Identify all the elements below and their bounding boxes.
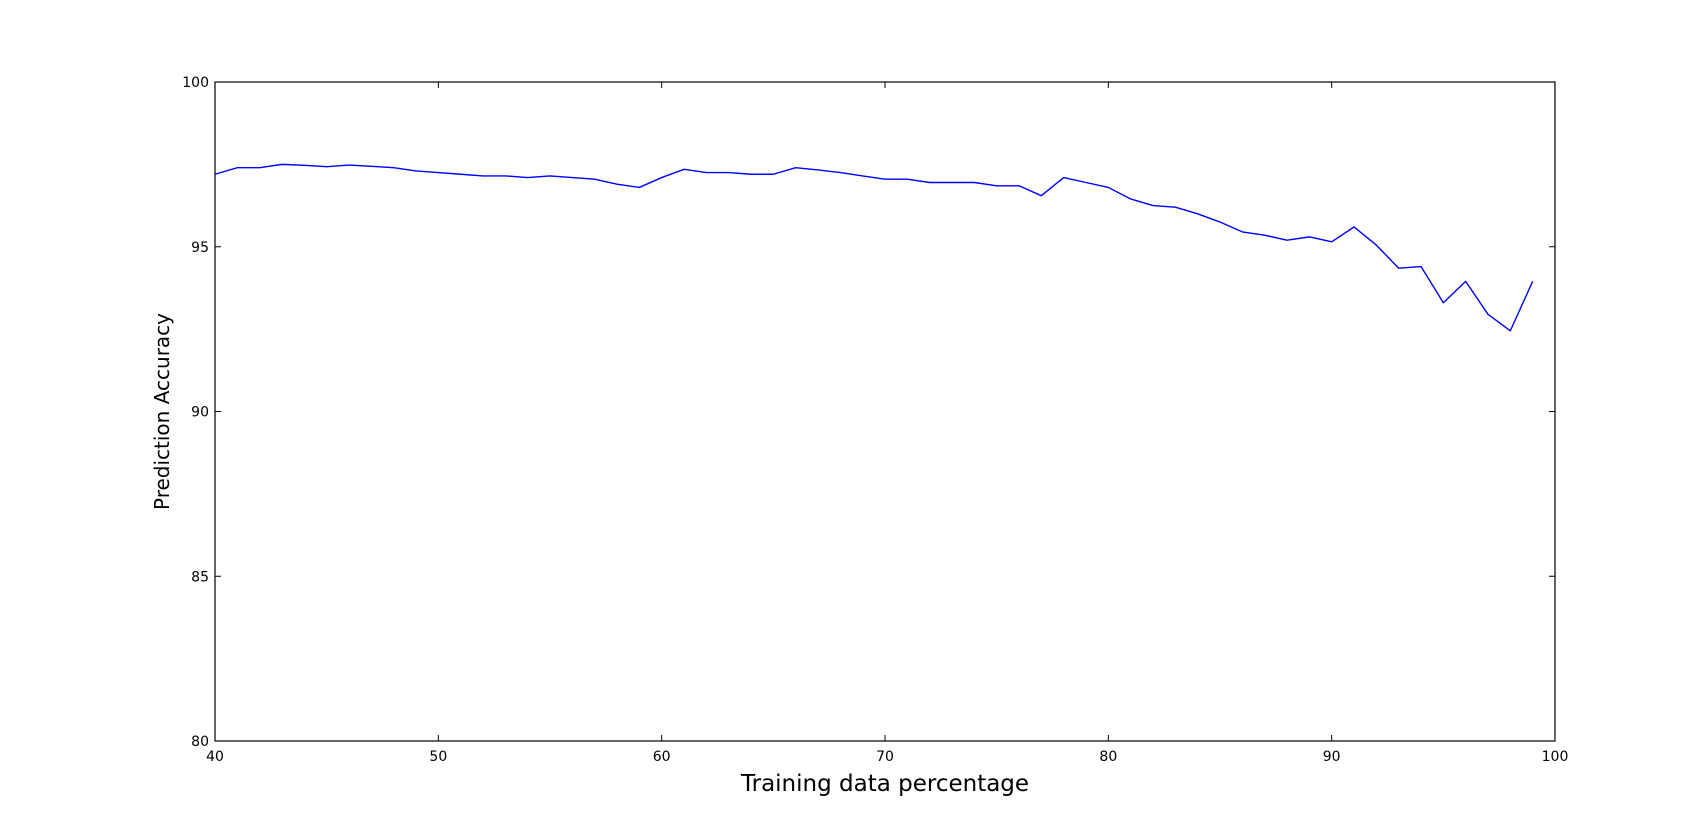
x-tick-label: 100 (1542, 749, 1569, 765)
x-tick-label: 40 (206, 749, 224, 765)
x-tick-label: 70 (876, 749, 894, 765)
y-tick-label: 90 (191, 405, 209, 421)
y-tick-label: 85 (191, 569, 209, 585)
y-tick-label: 95 (191, 240, 209, 256)
x-tick-label: 50 (429, 749, 447, 765)
x-tick-label: 80 (1099, 749, 1117, 765)
y-tick-label: 100 (182, 75, 209, 91)
x-axis-label: Training data percentage (740, 771, 1029, 797)
x-tick-label: 60 (653, 749, 671, 765)
x-tick-label: 90 (1323, 749, 1341, 765)
plot-area (214, 81, 1556, 742)
series-line-0 (214, 163, 1534, 332)
y-tick-label: 80 (191, 734, 209, 750)
y-axis-label: Prediction Accuracy (150, 313, 174, 510)
x-axis-ticks: 40 50 60 70 80 90 100 (206, 82, 1568, 765)
plot-frame (214, 81, 1556, 742)
y-axis-ticks: 80 85 90 95 100 (182, 75, 1555, 750)
